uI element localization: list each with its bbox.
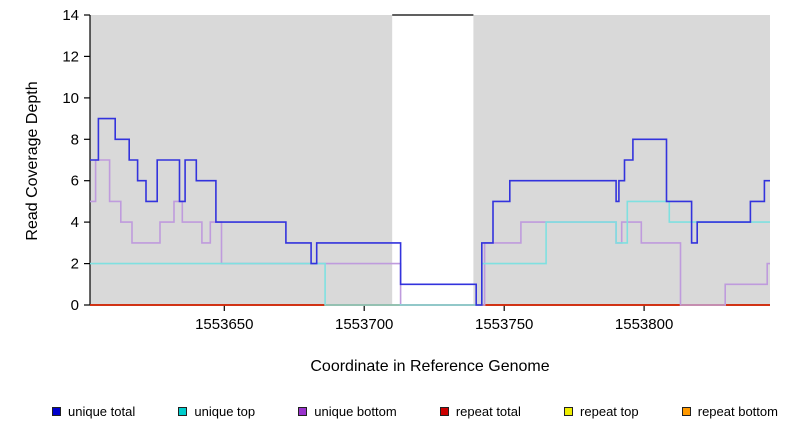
- legend-item-repeat-top: repeat top: [564, 404, 639, 419]
- svg-text:10: 10: [62, 90, 79, 107]
- coverage-chart: 0 2 4 6 8 10 12 14 1553650 1553700 1553750 1553800 …: [24, 7, 770, 333]
- unique-total-swatch-icon: [52, 407, 61, 416]
- svg-text:8: 8: [71, 131, 79, 148]
- svg-text:1553750: 1553750: [475, 316, 533, 333]
- y-axis-label: Read Coverage Depth: [24, 81, 41, 241]
- legend-label: unique top: [194, 404, 256, 419]
- legend-label: repeat total: [455, 404, 521, 419]
- legend-label: repeat bottom: [697, 404, 778, 419]
- svg-text:1553650: 1553650: [195, 316, 253, 333]
- svg-text:4: 4: [71, 214, 79, 231]
- legend-label: unique total: [68, 404, 136, 419]
- svg-text:6: 6: [71, 173, 79, 190]
- legend: unique total unique top unique bottom re…: [52, 404, 778, 419]
- legend-item-unique-top: unique top: [178, 404, 255, 419]
- svg-text:2: 2: [71, 256, 79, 273]
- unique-top-swatch-icon: [178, 407, 188, 416]
- svg-text:0: 0: [71, 297, 79, 314]
- repeat-top-swatch-icon: [564, 407, 574, 416]
- svg-text:1553700: 1553700: [335, 316, 393, 333]
- x-axis-label: Coordinate in Reference Genome: [310, 358, 550, 375]
- svg-text:1553800: 1553800: [615, 316, 673, 333]
- repeat-bottom-swatch-icon: [681, 407, 691, 416]
- legend-item-unique-bottom: unique bottom: [298, 404, 397, 419]
- unique-bottom-swatch-icon: [298, 407, 308, 416]
- legend-label: unique bottom: [314, 404, 397, 419]
- repeat-total-swatch-icon: [439, 407, 449, 416]
- svg-text:14: 14: [62, 7, 79, 24]
- chart-canvas: 0 2 4 6 8 10 12 14 1553650 1553700 1553750 1553800: [62, 7, 770, 333]
- legend-item-repeat-total: repeat total: [439, 404, 521, 419]
- legend-label: repeat top: [580, 404, 639, 419]
- svg-text:12: 12: [62, 48, 79, 65]
- legend-item-repeat-bottom: repeat bottom: [681, 404, 778, 419]
- legend-item-unique-total: unique total: [52, 404, 135, 419]
